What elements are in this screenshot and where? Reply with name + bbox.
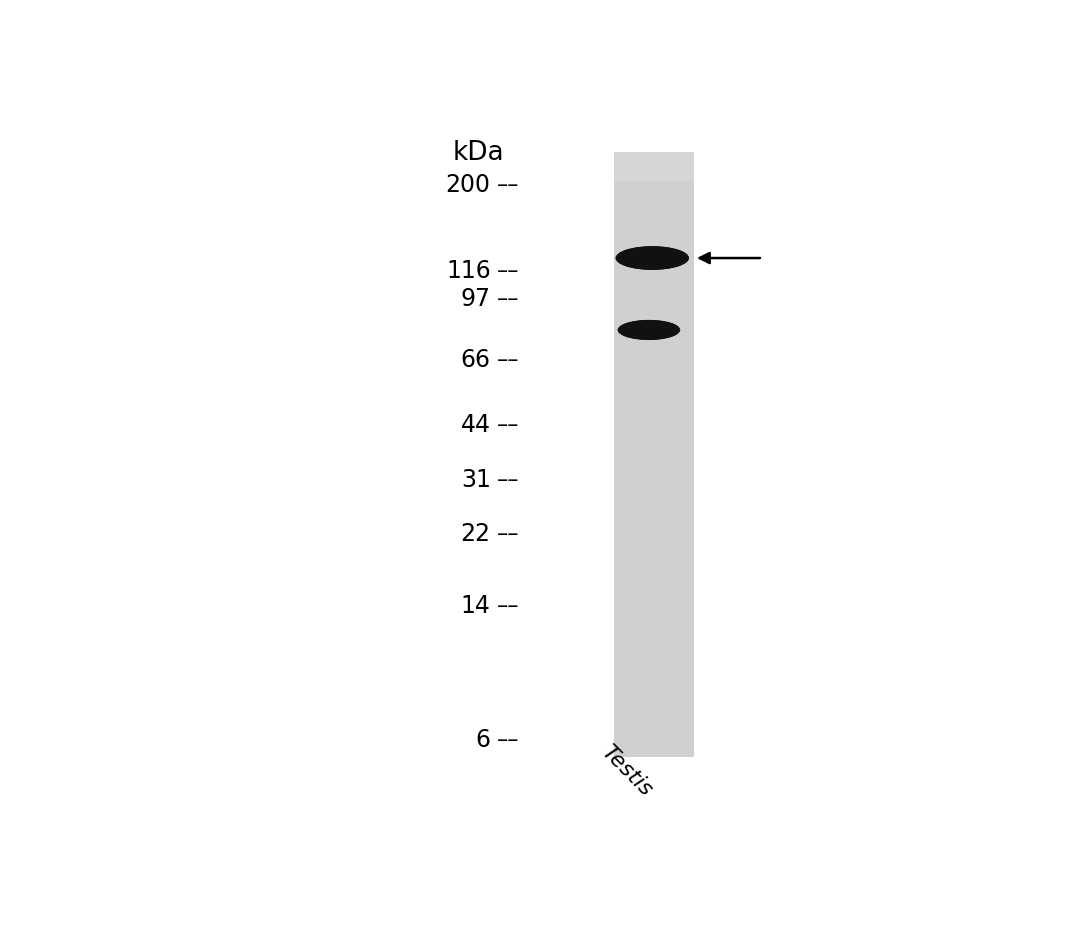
Text: 6: 6: [475, 728, 490, 752]
Ellipse shape: [620, 321, 678, 339]
Ellipse shape: [624, 323, 674, 337]
Text: 44: 44: [461, 413, 490, 436]
Ellipse shape: [620, 248, 685, 268]
Ellipse shape: [623, 323, 674, 337]
Ellipse shape: [618, 247, 687, 269]
Ellipse shape: [616, 246, 689, 270]
Ellipse shape: [626, 251, 678, 265]
Text: ––: ––: [497, 289, 519, 310]
Text: ––: ––: [497, 415, 519, 434]
Ellipse shape: [616, 246, 689, 270]
Ellipse shape: [622, 322, 676, 338]
Text: 116: 116: [446, 259, 490, 283]
Ellipse shape: [627, 252, 677, 265]
Ellipse shape: [624, 250, 680, 266]
Text: ––: ––: [497, 261, 519, 281]
Ellipse shape: [625, 251, 679, 266]
Ellipse shape: [622, 322, 676, 338]
Ellipse shape: [621, 249, 684, 268]
Ellipse shape: [619, 320, 679, 340]
Text: kDa: kDa: [454, 139, 504, 166]
Text: 97: 97: [461, 287, 490, 312]
Ellipse shape: [619, 248, 685, 268]
Ellipse shape: [622, 322, 676, 338]
Ellipse shape: [618, 247, 687, 269]
Ellipse shape: [621, 249, 684, 268]
Ellipse shape: [626, 324, 672, 336]
Bar: [615, 152, 693, 757]
Ellipse shape: [619, 320, 679, 340]
Ellipse shape: [622, 249, 683, 267]
Text: 14: 14: [461, 593, 490, 618]
Text: ––: ––: [497, 175, 519, 195]
Ellipse shape: [626, 324, 671, 336]
Ellipse shape: [627, 324, 671, 336]
Ellipse shape: [625, 323, 673, 337]
Ellipse shape: [626, 251, 678, 265]
Ellipse shape: [618, 320, 679, 340]
Ellipse shape: [625, 251, 679, 266]
Ellipse shape: [619, 321, 678, 339]
Text: 31: 31: [461, 468, 490, 492]
Text: ––: ––: [497, 730, 519, 750]
Ellipse shape: [624, 250, 680, 266]
Ellipse shape: [618, 320, 680, 340]
Ellipse shape: [620, 321, 677, 339]
Ellipse shape: [617, 246, 688, 270]
Ellipse shape: [621, 249, 683, 267]
Bar: [615, 152, 693, 181]
Ellipse shape: [618, 320, 680, 340]
Ellipse shape: [625, 324, 672, 336]
Text: ––: ––: [497, 350, 519, 371]
Text: 22: 22: [461, 522, 490, 547]
Ellipse shape: [623, 322, 675, 338]
Ellipse shape: [619, 247, 686, 269]
Ellipse shape: [620, 248, 685, 268]
Text: 66: 66: [461, 348, 490, 373]
Ellipse shape: [625, 323, 673, 337]
Text: 200: 200: [446, 173, 490, 197]
Ellipse shape: [623, 250, 681, 267]
Ellipse shape: [626, 324, 672, 336]
Ellipse shape: [621, 321, 677, 339]
Ellipse shape: [625, 251, 679, 265]
Ellipse shape: [623, 250, 680, 266]
Text: ––: ––: [497, 470, 519, 490]
Ellipse shape: [617, 247, 687, 270]
Ellipse shape: [619, 248, 686, 269]
Ellipse shape: [620, 321, 678, 339]
Ellipse shape: [623, 250, 681, 267]
Text: ––: ––: [497, 596, 519, 616]
Ellipse shape: [621, 322, 677, 338]
Ellipse shape: [624, 323, 673, 337]
Ellipse shape: [622, 249, 683, 267]
Text: ––: ––: [497, 524, 519, 545]
Text: Testis: Testis: [597, 742, 656, 800]
Ellipse shape: [624, 323, 674, 337]
Ellipse shape: [617, 247, 688, 270]
Ellipse shape: [623, 322, 675, 338]
